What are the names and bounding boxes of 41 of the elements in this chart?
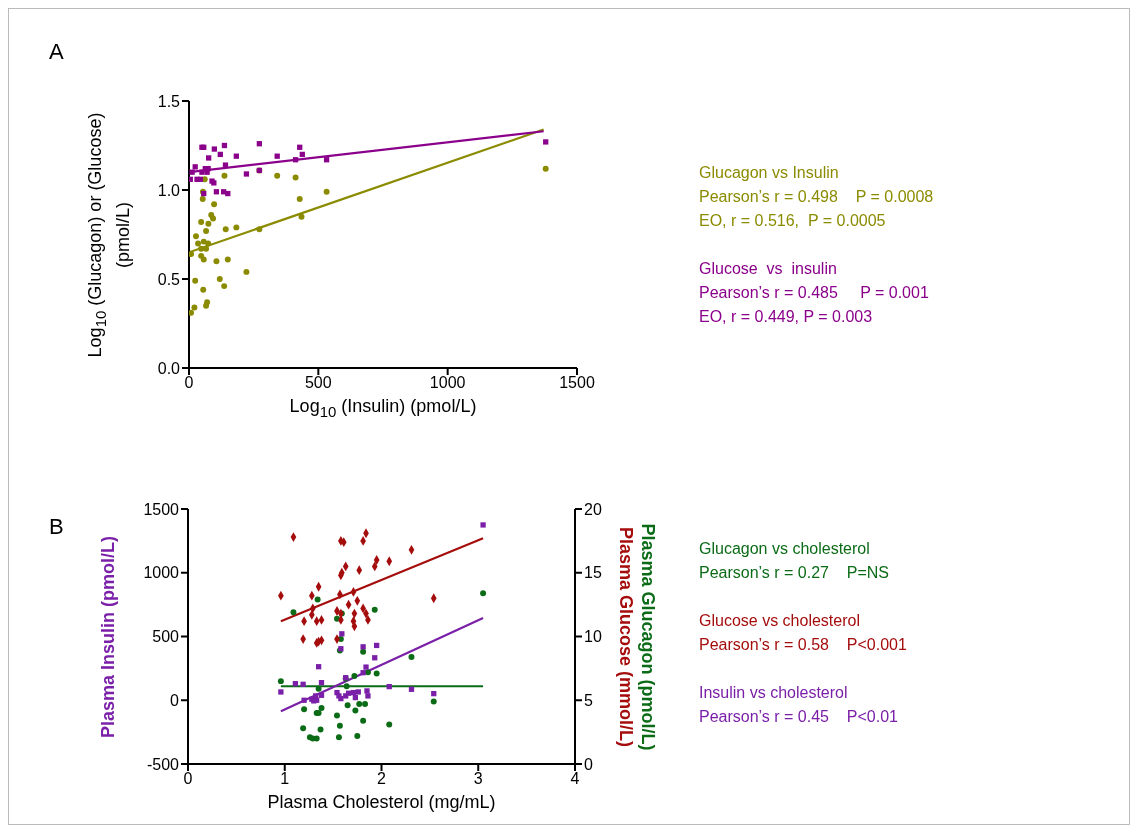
x-axis-title: Plasma Cholesterol (mg/mL)	[266, 792, 497, 813]
text: Pearson’s r = 0.498 P = 0.0008	[699, 187, 934, 207]
y2-tick-label: 10	[584, 628, 602, 646]
text: EO, r = 0.449, P = 0.003	[699, 307, 874, 327]
y-tick-label: -500	[146, 755, 180, 773]
y-tick-label: 0	[170, 691, 180, 709]
x-tick-label: 4	[570, 770, 580, 788]
x-tick-label: 1000	[429, 374, 466, 392]
text: Glucagon vs cholesterol	[699, 539, 871, 559]
text: Pearson’s r = 0.45 P<0.01	[699, 707, 899, 727]
y2-tick-label: 15	[584, 564, 602, 582]
text: Glucagon vs Insulin	[699, 163, 840, 183]
y2-tick-label: 0	[584, 755, 593, 773]
x-tick-label: 0	[184, 374, 194, 392]
text: Pearson’s r = 0.485 P = 0.001	[699, 283, 930, 303]
chart-title: A	[49, 39, 64, 65]
text: Glucose vs insulin	[699, 259, 838, 279]
x-tick-label: 0	[183, 770, 193, 788]
y-tick-label: 1000	[143, 564, 180, 582]
text: Pearson’s r = 0.27 P=NS	[699, 563, 891, 583]
y-tick-label: 500	[152, 628, 180, 646]
y2-axis-title: Plasma Glucagon (pmol/L) Plasma Glucose (mmol/L)	[615, 522, 659, 751]
x-axis-title: Log$_{10}$ (Insulin) (pmol/L)	[288, 396, 478, 420]
text: Glucose vs cholesterol	[699, 611, 861, 631]
text: EO, r = 0.516, P = 0.0005	[699, 211, 887, 231]
y-axis-title: Plasma Insulin (pmol/L)	[97, 535, 119, 738]
y2-tick-label: 5	[584, 691, 593, 709]
x-tick-label: 1500	[559, 374, 595, 392]
x-tick-label: 500	[304, 374, 332, 392]
y-tick-label: 1500	[143, 500, 180, 518]
text: Insulin vs cholesterol	[699, 683, 849, 703]
x-tick-label: 3	[473, 770, 483, 788]
y2-tick-label: 20	[584, 500, 602, 518]
y-tick-label: 1.5	[157, 92, 181, 110]
y-tick-label: 0.0	[157, 359, 181, 377]
x-tick-label: 1	[280, 770, 290, 788]
chart-title: B	[49, 514, 64, 540]
x-tick-label: 2	[377, 770, 387, 788]
y-tick-label: 1.0	[157, 181, 181, 199]
y-tick-label: 0.5	[157, 270, 181, 288]
text: Pearson’s r = 0.58 P<0.001	[699, 635, 907, 655]
